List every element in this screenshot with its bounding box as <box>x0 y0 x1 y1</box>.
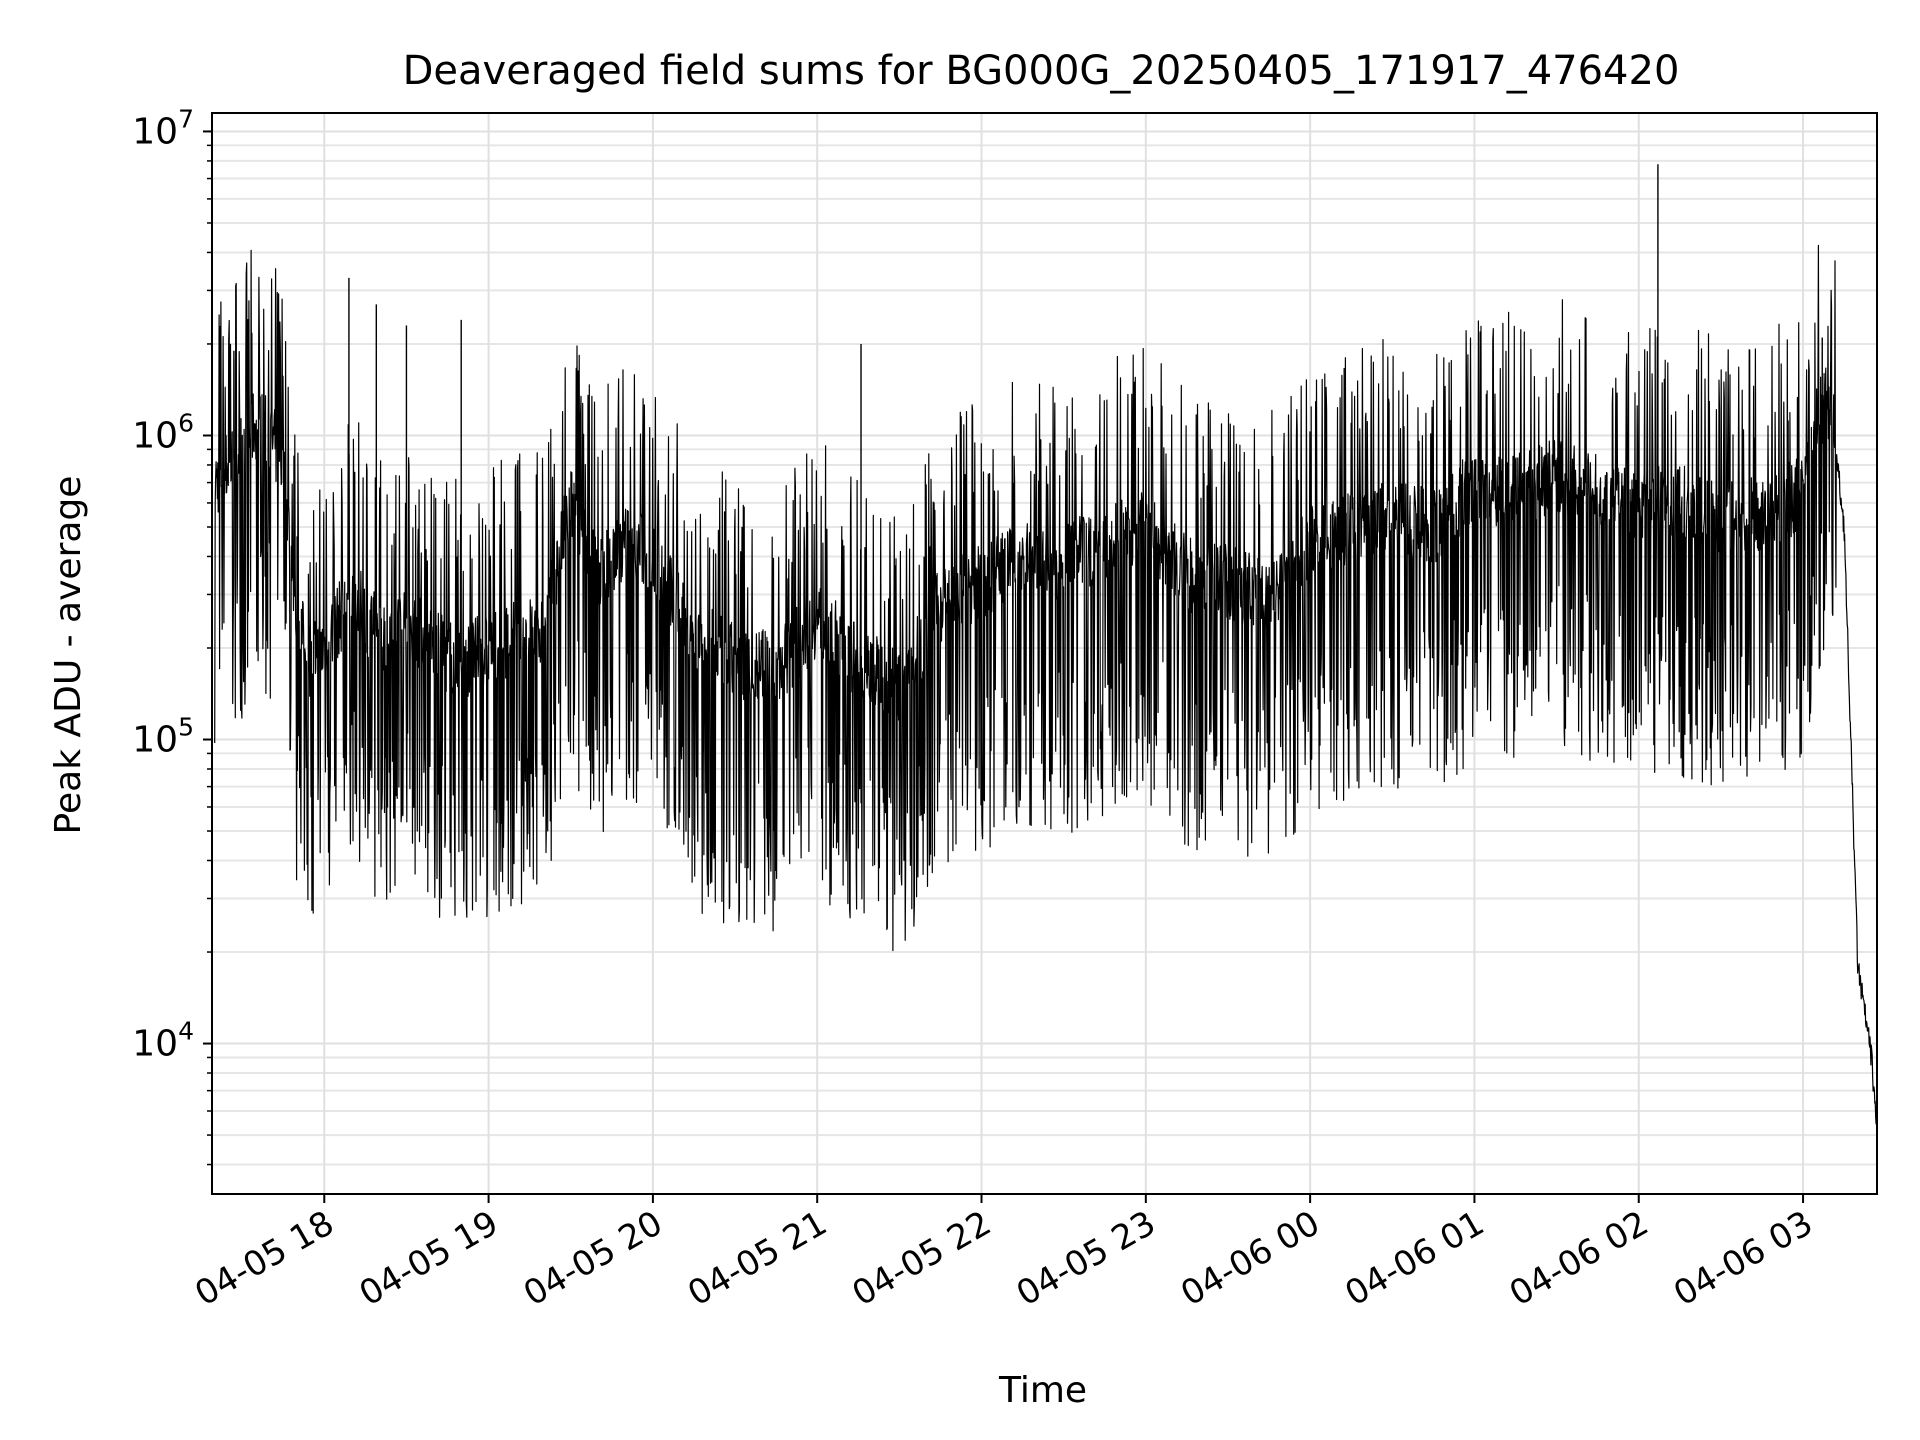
y-axis: 104 105 106 107 <box>132 104 212 1166</box>
y-axis-label: Peak ADU - average <box>48 476 89 835</box>
x-axis-label: Time <box>998 1370 1087 1411</box>
chart-title: Deaveraged field sums for BG000G_2025040… <box>403 48 1680 94</box>
y-tick-label: 107 <box>132 104 194 152</box>
series-line <box>214 244 1877 1146</box>
y-tick-label: 106 <box>132 408 194 456</box>
y-tick-label: 105 <box>132 713 194 761</box>
grid-lines <box>212 113 1877 1194</box>
y-tick-label: 104 <box>132 1017 194 1065</box>
data-series <box>214 164 1877 1146</box>
plot-area-frame <box>211 112 1878 1195</box>
